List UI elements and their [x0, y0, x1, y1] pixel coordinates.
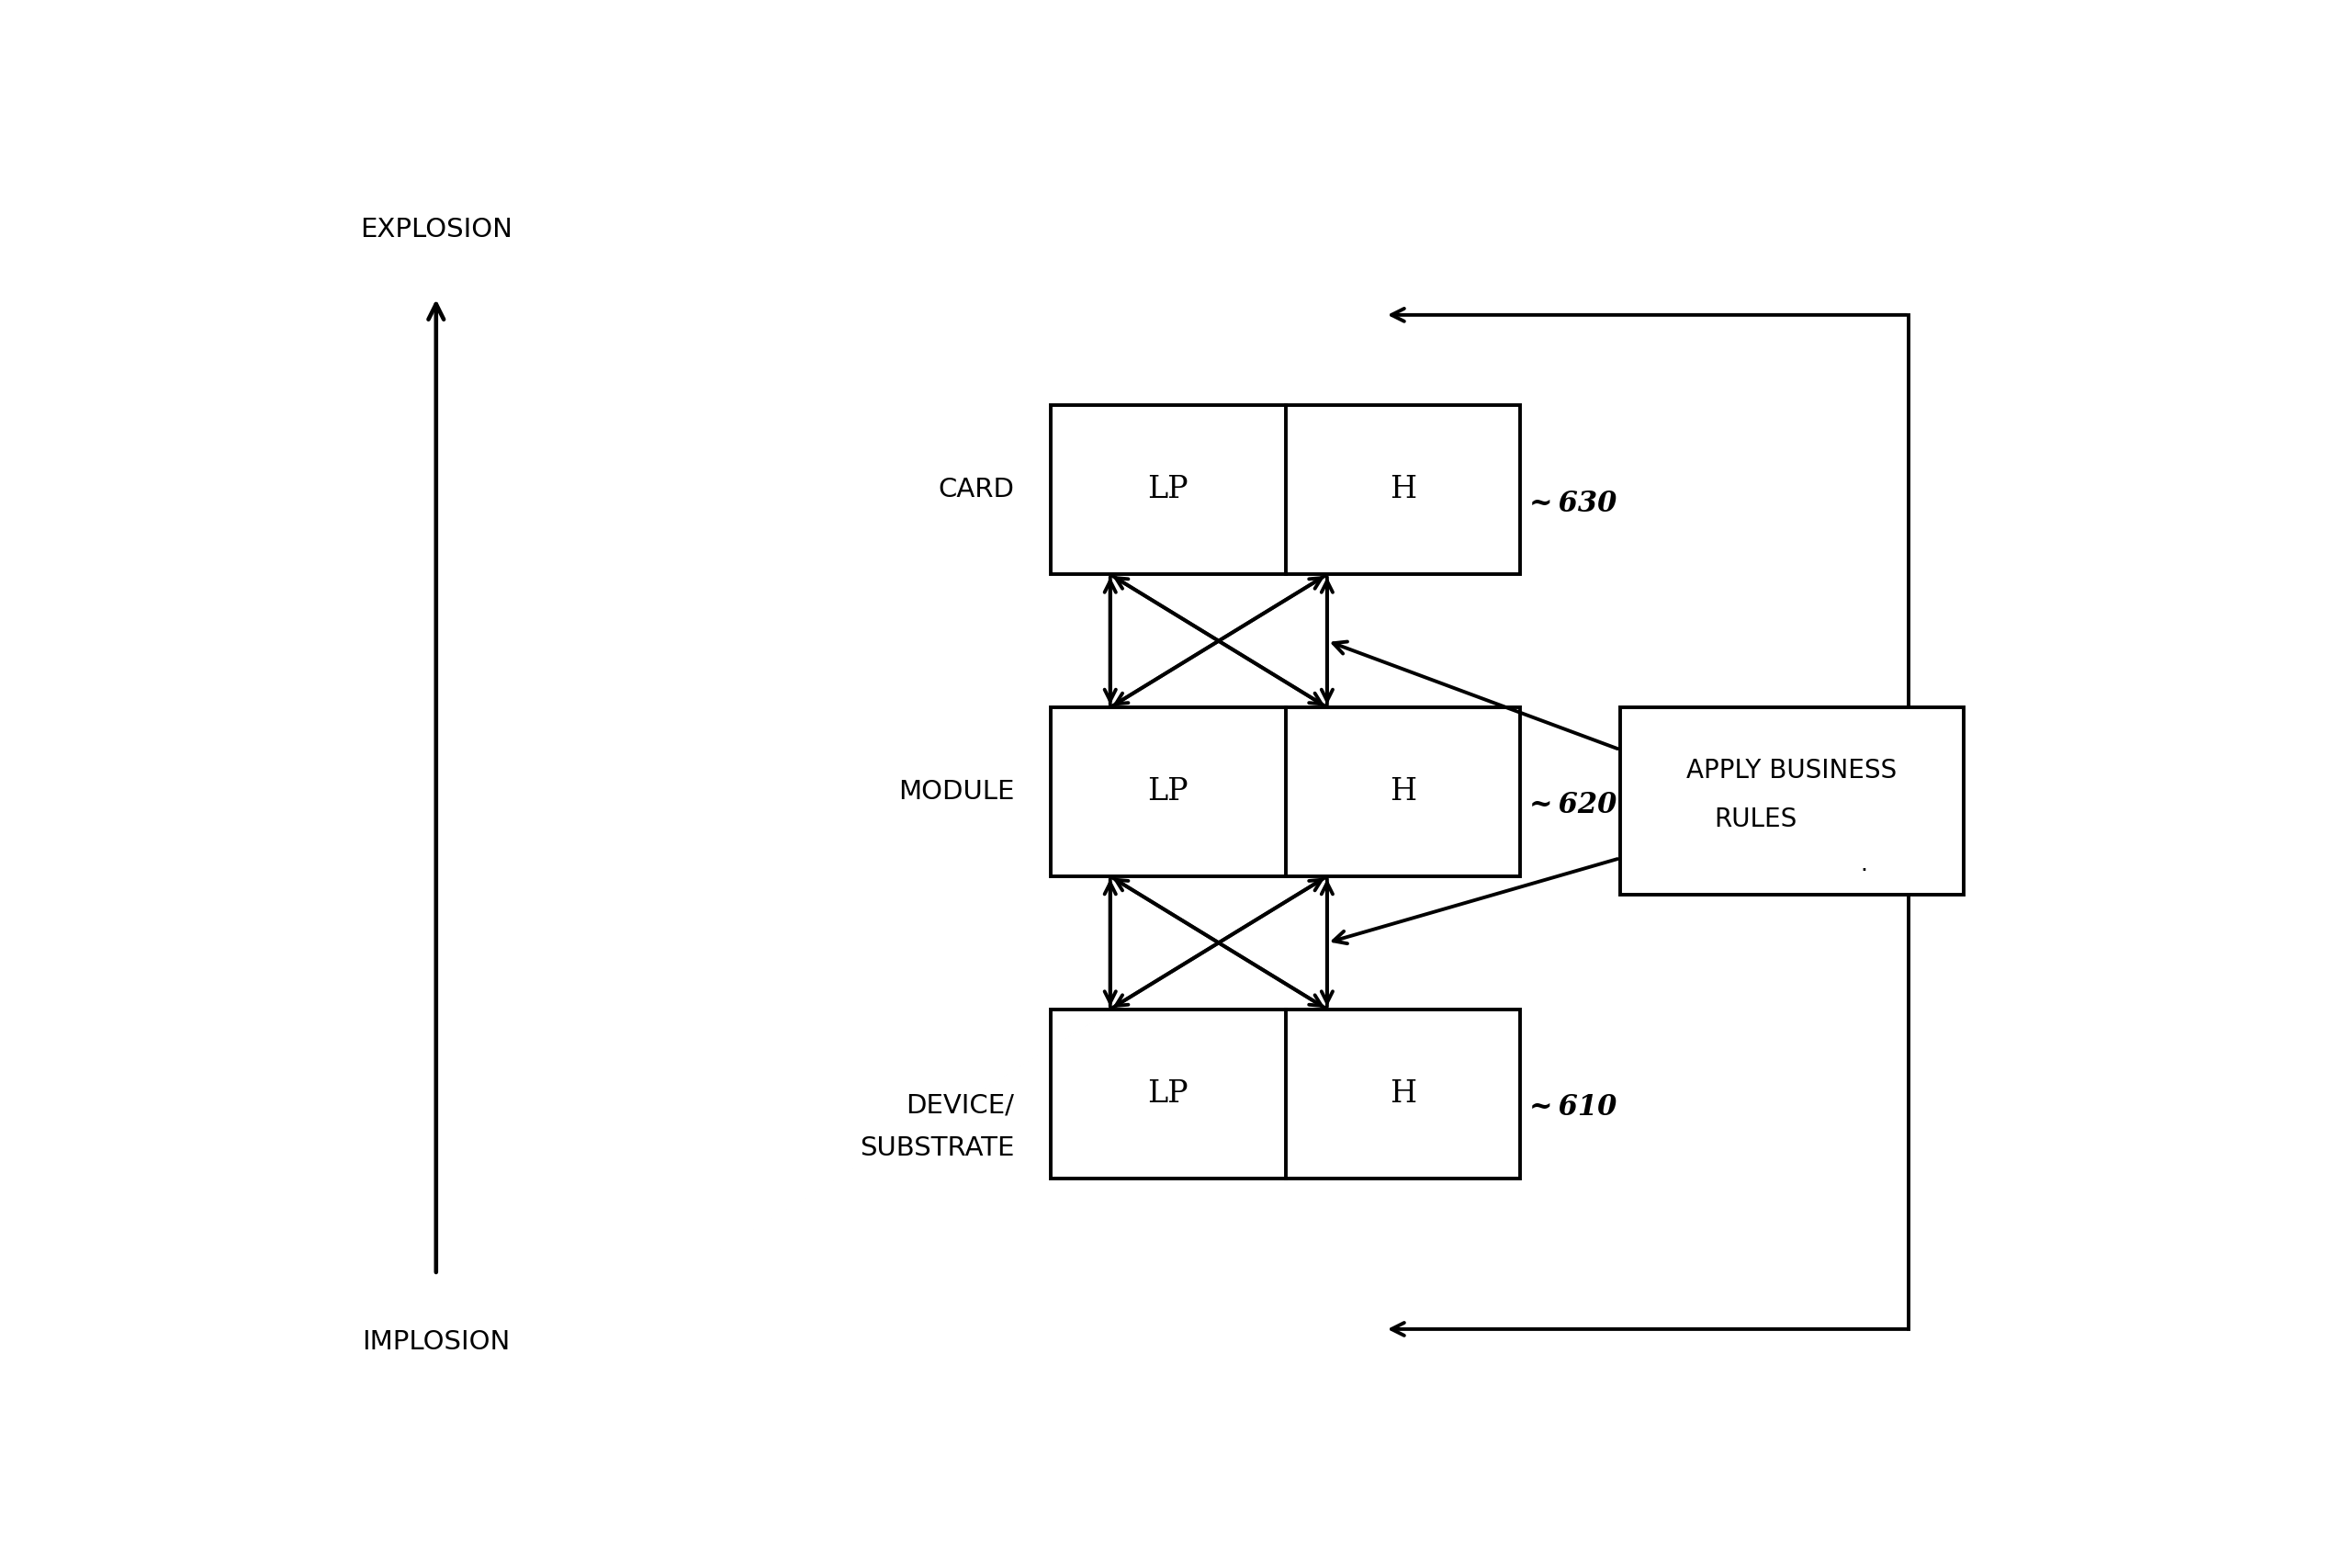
Text: EXPLOSION: EXPLOSION	[359, 216, 513, 243]
Text: IMPLOSION: IMPLOSION	[361, 1330, 511, 1355]
Text: ~ 630: ~ 630	[1530, 489, 1616, 517]
Text: ~ 620: ~ 620	[1530, 792, 1616, 820]
Bar	[1049, 707, 1520, 877]
Text: APPLY BUSINESS: APPLY BUSINESS	[1686, 757, 1896, 784]
Text: H: H	[1390, 778, 1416, 806]
Text: H: H	[1390, 1079, 1416, 1109]
Text: H: H	[1390, 475, 1416, 505]
Bar	[1049, 406, 1520, 574]
Text: LP: LP	[1147, 778, 1189, 806]
Text: .: .	[1861, 853, 1868, 875]
Bar	[1049, 1010, 1520, 1178]
Text: SUBSTRATE: SUBSTRATE	[861, 1135, 1014, 1160]
Text: LP: LP	[1147, 475, 1189, 505]
Text: LP: LP	[1147, 1079, 1189, 1109]
Text: DEVICE/: DEVICE/	[907, 1093, 1014, 1118]
Bar	[1621, 707, 1964, 894]
Text: CARD: CARD	[937, 477, 1014, 503]
Text: MODULE: MODULE	[898, 779, 1014, 804]
Text: ~ 610: ~ 610	[1530, 1093, 1616, 1121]
Text: RULES: RULES	[1714, 806, 1798, 833]
